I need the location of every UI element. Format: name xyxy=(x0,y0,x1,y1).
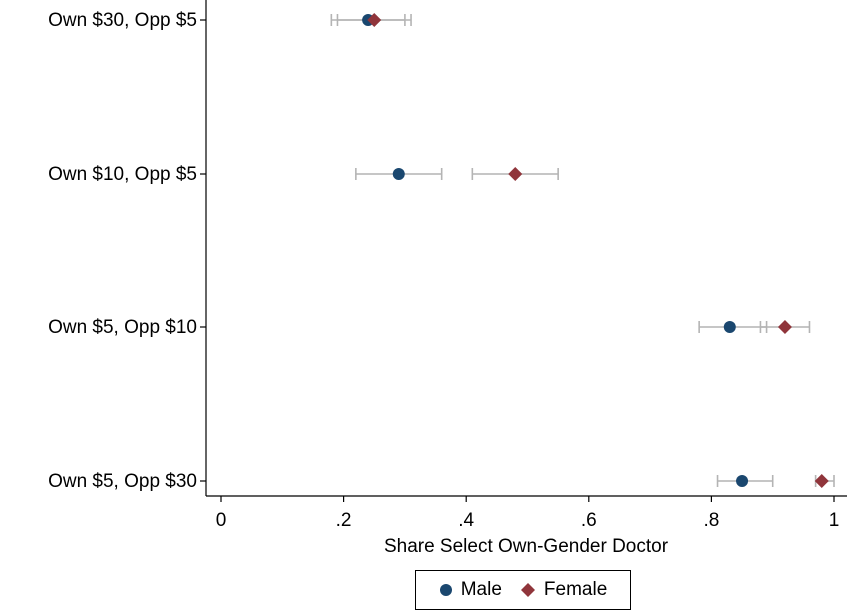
point-female xyxy=(777,320,792,334)
x-tick-label: .8 xyxy=(703,510,719,531)
point-male xyxy=(723,321,736,333)
legend-label-male: Male xyxy=(460,579,502,600)
point-female xyxy=(367,13,382,27)
chart-axes xyxy=(205,0,847,497)
point-male xyxy=(736,475,749,487)
y-tick-label: Own $5, Opp $30 xyxy=(48,471,197,492)
y-tick-label: Own $30, Opp $5 xyxy=(48,10,197,31)
x-tick-label: 1 xyxy=(829,510,840,531)
data-points xyxy=(362,13,829,488)
legend: Male Female xyxy=(415,570,631,610)
legend-label-female: Female xyxy=(543,579,608,600)
y-tick-label: Own $5, Opp $10 xyxy=(48,317,197,338)
x-axis-title: Share Select Own-Gender Doctor xyxy=(384,536,669,557)
point-male xyxy=(392,168,405,180)
circle-marker-icon xyxy=(439,584,452,596)
diamond-marker-icon xyxy=(520,583,535,597)
x-tick-label: .4 xyxy=(458,510,474,531)
x-tick-label: 0 xyxy=(216,510,227,531)
y-axis-labels: Own $30, Opp $5 Own $10, Opp $5 Own $5, Op… xyxy=(48,10,206,492)
x-axis-ticks: 0 .2 .4 .6 .8 1 xyxy=(216,496,840,531)
point-female xyxy=(814,474,829,488)
point-female xyxy=(508,167,523,181)
x-tick-label: .6 xyxy=(581,510,597,531)
y-tick-label: Own $10, Opp $5 xyxy=(48,164,197,185)
error-bars xyxy=(330,14,835,487)
legend-item-male: Male xyxy=(439,579,502,601)
legend-item-female: Female xyxy=(520,579,607,601)
x-tick-label: .2 xyxy=(336,510,352,531)
